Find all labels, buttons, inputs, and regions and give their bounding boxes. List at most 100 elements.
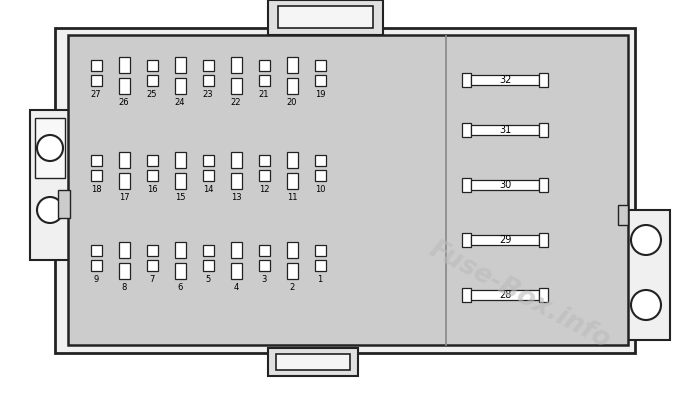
Bar [471,180,539,190]
Text: 32: 32 [499,75,511,85]
Text: 26: 26 [119,98,130,107]
Text: 3: 3 [261,275,267,284]
Bar [230,152,241,168]
Bar [258,60,270,71]
Text: 16: 16 [147,185,158,194]
Text: 25: 25 [147,90,158,99]
Text: 10: 10 [315,185,326,194]
Text: 27: 27 [91,90,101,99]
Bar [471,235,539,245]
Bar [118,57,130,73]
Text: 9: 9 [93,275,99,284]
Bar [230,242,241,258]
Bar [90,260,101,271]
Bar [90,245,101,256]
Bar [258,170,270,181]
Text: 15: 15 [175,193,186,202]
Bar [258,155,270,166]
Bar [30,110,70,260]
Bar [146,155,158,166]
Bar [174,263,186,279]
Bar [539,178,548,192]
Text: Fuse-Box.info: Fuse-Box.info [425,236,615,354]
Bar [202,155,214,166]
Text: 4: 4 [233,283,239,292]
Text: 22: 22 [231,98,241,107]
Bar [286,242,297,258]
Bar [35,118,65,178]
Bar [118,263,130,279]
Bar [462,123,471,137]
Bar [55,28,635,353]
Text: 6: 6 [177,283,183,292]
Text: 5: 5 [205,275,211,284]
Bar [314,245,326,256]
Bar [314,155,326,166]
Bar [314,60,326,71]
Bar [174,152,186,168]
Bar [118,173,130,189]
Bar [462,73,471,87]
Text: 30: 30 [499,180,511,190]
Text: 12: 12 [259,185,270,194]
Bar [471,75,539,85]
Text: 20: 20 [287,98,298,107]
Text: 18: 18 [91,185,101,194]
Text: 19: 19 [315,90,326,99]
Text: 17: 17 [119,193,130,202]
Bar [230,57,241,73]
Bar [258,260,270,271]
Text: 2: 2 [289,283,295,292]
Bar [118,78,130,94]
Bar [90,75,101,86]
Bar [202,75,214,86]
Text: 14: 14 [203,185,214,194]
Bar [278,6,373,28]
Bar [90,60,101,71]
Bar [146,60,158,71]
Bar [539,123,548,137]
Bar [202,170,214,181]
Bar [230,173,241,189]
Bar [445,35,446,345]
Bar [230,78,241,94]
Bar [258,245,270,256]
Bar [230,263,241,279]
Text: 1: 1 [317,275,323,284]
Bar [314,170,326,181]
Bar [146,260,158,271]
Bar [58,190,70,218]
Bar [286,152,297,168]
Bar [146,75,158,86]
Circle shape [631,290,661,320]
Bar [118,152,130,168]
Bar [146,245,158,256]
Bar [314,260,326,271]
Bar [174,57,186,73]
Bar [146,170,158,181]
Bar [539,73,548,87]
Bar [539,288,548,302]
Bar [90,170,101,181]
Bar [90,155,101,166]
Bar [68,35,628,345]
Text: 24: 24 [175,98,186,107]
Bar [471,125,539,135]
Bar [286,263,297,279]
Bar [202,60,214,71]
Bar [202,260,214,271]
Text: 7: 7 [149,275,155,284]
Bar [462,288,471,302]
Bar [314,75,326,86]
Bar [174,78,186,94]
Bar [539,233,548,247]
Text: 13: 13 [231,193,241,202]
Bar [286,57,297,73]
Text: 8: 8 [121,283,127,292]
Text: 28: 28 [499,290,511,300]
Bar [202,245,214,256]
Bar [174,173,186,189]
Bar [286,173,297,189]
Circle shape [37,135,63,161]
Bar [286,78,297,94]
